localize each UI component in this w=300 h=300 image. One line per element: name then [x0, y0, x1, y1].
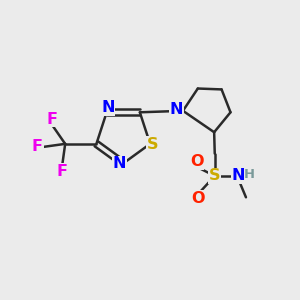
Text: O: O	[192, 191, 205, 206]
Text: S: S	[147, 137, 158, 152]
Text: N: N	[113, 157, 126, 172]
Text: F: F	[46, 112, 57, 127]
Text: S: S	[209, 168, 220, 183]
Text: N: N	[232, 168, 245, 183]
Text: H: H	[244, 168, 255, 181]
Text: F: F	[57, 164, 68, 179]
Text: N: N	[170, 102, 183, 117]
Text: O: O	[190, 154, 204, 169]
Text: N: N	[101, 100, 115, 115]
Text: F: F	[32, 139, 43, 154]
